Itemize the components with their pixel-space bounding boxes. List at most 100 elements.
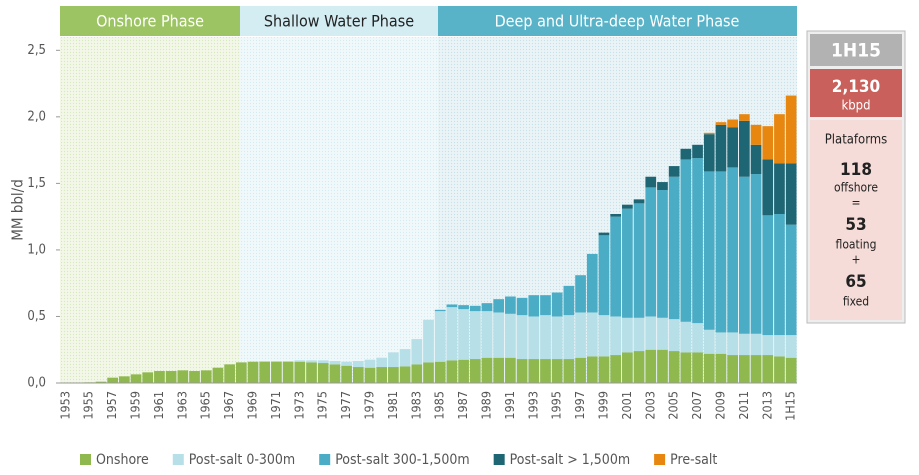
- bar-segment: [399, 366, 411, 383]
- legend-swatch: [319, 454, 331, 465]
- bar-segment: [668, 176, 680, 320]
- bar-segment: [727, 127, 739, 168]
- x-tick-label: 1955: [81, 391, 96, 420]
- x-tick-label: 2009: [712, 391, 727, 420]
- bar-segment: [598, 235, 610, 316]
- bar-segment: [388, 352, 399, 368]
- bar-segment: [247, 361, 259, 383]
- bar-segment: [329, 364, 341, 383]
- bar-segment: [551, 292, 563, 317]
- bar-segment: [200, 370, 212, 383]
- panel-number: 65: [845, 272, 866, 292]
- x-tick-label: 1977: [338, 391, 353, 420]
- bar-segment: [481, 303, 493, 312]
- bar-segment: [294, 361, 306, 383]
- bar-segment: [212, 367, 224, 383]
- bar-segment: [271, 361, 282, 383]
- bar-segment: [282, 361, 294, 362]
- bar-segment: [540, 315, 551, 360]
- bar-segment: [446, 360, 458, 383]
- bar-segment: [703, 329, 715, 354]
- bar-segment: [411, 339, 423, 365]
- bar-segment: [622, 352, 633, 383]
- bar-segment: [165, 371, 177, 383]
- bar-segment: [551, 359, 563, 383]
- bar-segment: [610, 355, 622, 383]
- x-tick-label: 1969: [245, 391, 260, 420]
- x-tick-label: 1997: [572, 391, 587, 420]
- legend-label: Post-salt > 1,500m: [510, 452, 630, 468]
- bar-segment: [352, 367, 364, 383]
- bar-segment: [692, 323, 703, 353]
- bar-segment: [645, 187, 657, 317]
- bar-segment: [516, 297, 528, 316]
- panel-total-box: [810, 69, 902, 117]
- x-tick-label: 2005: [666, 391, 681, 420]
- legend-label: Onshore: [96, 452, 149, 468]
- bar-segment: [727, 167, 739, 333]
- bar-segment: [785, 357, 797, 383]
- bar-segment: [762, 215, 774, 336]
- bar-segment: [680, 352, 692, 383]
- bar-segment: [364, 359, 376, 368]
- bar-segment: [703, 171, 715, 330]
- phase-label: Onshore Phase: [96, 12, 204, 31]
- bar-segment: [715, 353, 727, 383]
- phase-label: Deep and Ultra-deep Water Phase: [495, 12, 740, 31]
- bar-segment: [750, 355, 762, 383]
- panel-total: 2,130: [832, 77, 880, 97]
- bar-segment: [598, 356, 610, 383]
- x-tick-label: 1995: [549, 391, 564, 420]
- bar-segment: [750, 174, 762, 334]
- bar-segment: [306, 360, 317, 363]
- bar-segment: [586, 312, 598, 357]
- bar-segment: [540, 295, 551, 316]
- panel-body: [810, 120, 902, 320]
- x-tick-label: 1957: [104, 391, 119, 420]
- bar-segment: [469, 311, 481, 360]
- x-tick-label: 1979: [362, 391, 377, 420]
- legend-label: Post-salt 0-300m: [189, 452, 295, 468]
- legend-swatch: [493, 454, 505, 465]
- bar-segment: [142, 372, 154, 383]
- bar-segment: [586, 253, 598, 313]
- panel-number: 53: [845, 215, 866, 235]
- bar-segment: [715, 332, 727, 354]
- x-tick-label: 1H15: [783, 391, 798, 421]
- bar-segment: [505, 313, 516, 358]
- bar-segment: [469, 305, 481, 312]
- x-tick-label: 2011: [736, 391, 751, 420]
- bar-segment: [505, 296, 516, 314]
- bar-segment: [259, 361, 271, 383]
- bar-segment: [715, 171, 727, 333]
- x-tick-label: 2013: [759, 391, 774, 420]
- x-tick-label: 1975: [315, 391, 330, 420]
- bar-segment: [657, 190, 668, 318]
- bar-segment: [458, 359, 469, 383]
- bar-segment: [762, 159, 774, 216]
- x-tick-label: 1965: [198, 391, 213, 420]
- x-tick-label: 1959: [128, 391, 143, 420]
- panel-header: [810, 34, 902, 66]
- bar-segment: [224, 364, 235, 383]
- bar-segment: [633, 351, 645, 383]
- bar-segment: [481, 357, 493, 383]
- legend-swatch: [654, 454, 666, 465]
- bar-segment: [388, 367, 399, 383]
- x-tick-label: 1963: [174, 391, 189, 420]
- bar-segment: [505, 357, 516, 383]
- bar-segment: [750, 124, 762, 145]
- bar-segment: [189, 371, 200, 383]
- x-tick-label: 1993: [525, 391, 540, 420]
- bar-segment: [645, 316, 657, 350]
- bar-segment: [493, 299, 505, 313]
- panel-text: =: [851, 196, 860, 210]
- bar-segment: [703, 134, 715, 172]
- x-tick-label: 1973: [291, 391, 306, 420]
- x-tick-label: 1981: [385, 391, 400, 420]
- y-tick-label: 1,0: [27, 242, 46, 257]
- bar-segment: [516, 359, 528, 383]
- bar-segment: [528, 316, 540, 360]
- panel-unit: kbpd: [841, 99, 870, 114]
- phase-header: [240, 6, 438, 36]
